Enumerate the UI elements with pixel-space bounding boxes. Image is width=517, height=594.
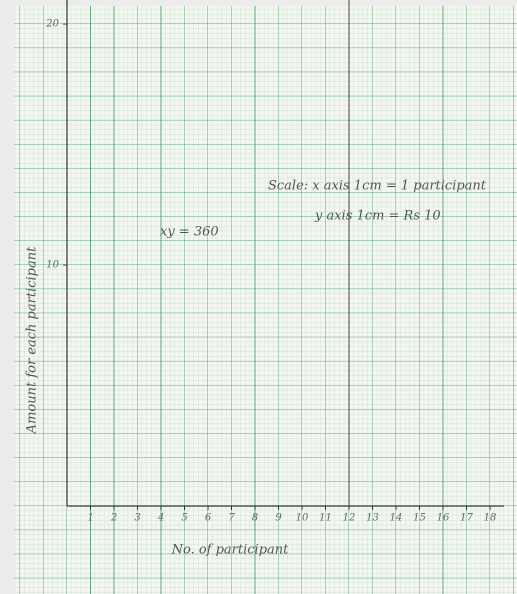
- x-tick-label: 13: [366, 513, 379, 524]
- x-tick-label: 2: [110, 513, 117, 524]
- x-tick-label: 18: [484, 513, 497, 524]
- x-tick-label: 15: [413, 513, 426, 524]
- page: No. of participant Amount for each parti…: [0, 0, 517, 594]
- x-tick-label: 11: [319, 513, 332, 524]
- x-tick-label: 16: [437, 513, 450, 524]
- x-axis-label: No. of participant: [171, 543, 290, 558]
- chart: No. of participant Amount for each parti…: [0, 0, 517, 594]
- equation: xy = 360: [160, 225, 219, 240]
- y-tick-label: 20: [45, 19, 59, 30]
- x-tick-label: 3: [134, 513, 140, 524]
- y-axis-label: Amount for each participant: [25, 246, 40, 434]
- x-tick-label: 5: [181, 513, 187, 524]
- x-tick-label: 12: [343, 513, 356, 524]
- y-tick-label: 10: [46, 260, 59, 271]
- x-tick-label: 17: [460, 513, 473, 524]
- x-tick-label: 1: [87, 513, 93, 524]
- x-tick-label: 14: [390, 513, 403, 524]
- x-tick-label: 10: [296, 513, 309, 524]
- x-tick-label: 9: [275, 513, 282, 524]
- x-tick-label: 8: [252, 513, 258, 524]
- x-tick-label: 4: [157, 513, 164, 524]
- x-tick-label: 7: [228, 513, 235, 524]
- x-tick-label: 6: [205, 513, 212, 524]
- scale-note: y axis 1cm = Rs 10: [314, 209, 441, 224]
- scale-note: Scale: x axis 1cm = 1 participant: [268, 179, 487, 194]
